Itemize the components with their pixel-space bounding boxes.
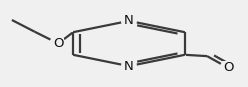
Text: N: N bbox=[124, 14, 134, 27]
Text: O: O bbox=[53, 37, 63, 50]
Text: N: N bbox=[124, 60, 134, 73]
Text: O: O bbox=[223, 61, 233, 74]
